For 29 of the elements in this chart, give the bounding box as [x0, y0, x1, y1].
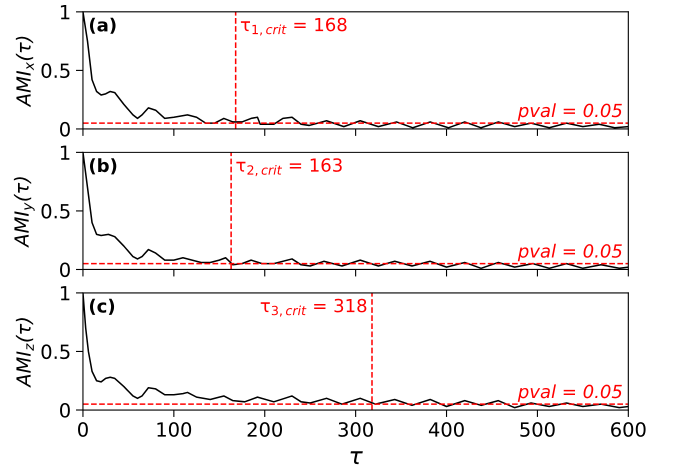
ref-line-label: τ$_{3,crit}$ = 318 — [260, 298, 366, 317]
y-axis-title: AMI$_{x}$(τ) — [16, 36, 34, 108]
ref-line-label: pval = 0.05 — [518, 244, 622, 262]
x-tick-label: 400 — [428, 422, 464, 437]
annotation: (c) — [90, 298, 114, 315]
y-tick-label: 0 — [60, 262, 70, 278]
ref-line-label: τ$_{2,crit}$ = 163 — [236, 158, 342, 176]
ref-line-label: τ$_{1,crit}$ = 168 — [240, 18, 347, 36]
ref-line-label: pval = 0.05 — [518, 103, 622, 121]
y-tick-label: 1 — [60, 286, 70, 300]
annotation: (a) — [90, 18, 116, 34]
x-tick-label: 200 — [248, 422, 282, 437]
x-axis-title: τ — [350, 451, 363, 464]
x-tick-label: 300 — [338, 422, 373, 437]
x-tick-label: 600 — [611, 422, 646, 437]
y-tick-label: 0.5 — [42, 63, 70, 78]
x-tick-label: 500 — [520, 422, 555, 437]
y-tick-label: 0.5 — [42, 204, 70, 219]
y-tick-label: 1 — [60, 5, 70, 20]
y-tick-label: 0 — [60, 402, 70, 418]
y-axis-title: AMI$_{z}$(τ) — [16, 318, 34, 388]
x-tick-label: 0 — [78, 422, 88, 437]
y-tick-label: 0.5 — [42, 344, 70, 360]
y-tick-label: 1 — [60, 146, 70, 160]
ref-line-label: pval = 0.05 — [518, 384, 622, 402]
x-tick-label: 100 — [157, 422, 192, 437]
y-axis-title: AMI$_{y}$(τ) — [14, 177, 35, 248]
y-tick-label: 0 — [60, 122, 70, 137]
annotation: (b) — [90, 158, 116, 174]
